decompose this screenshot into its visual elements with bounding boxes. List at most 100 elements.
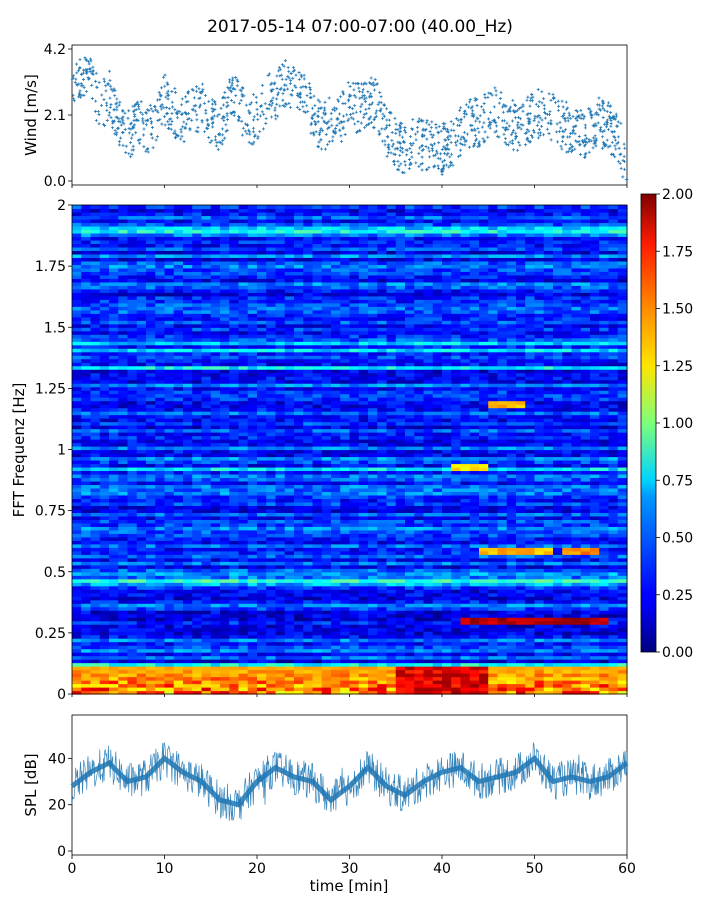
spectrogram-cell (257, 243, 267, 248)
wind-point (138, 141, 142, 145)
spectrogram-cell (257, 456, 267, 461)
spectrogram-cell (155, 411, 166, 416)
spectrogram-cell (238, 407, 249, 412)
spectrogram-cell (257, 641, 267, 646)
spectrogram-cell (210, 425, 221, 430)
spectrogram-cell (201, 494, 212, 499)
spectrogram-cell (90, 575, 101, 580)
spectrogram-cell (118, 362, 129, 367)
spectrogram-cell (210, 351, 221, 356)
spectrogram-cell (146, 232, 156, 238)
spectrogram-cell (99, 400, 110, 405)
spectrogram-cell (192, 358, 203, 363)
spectrogram-cell (81, 515, 92, 520)
spectrogram-cell (90, 330, 101, 335)
spectrogram-cell (210, 501, 221, 506)
spectrogram-cell (164, 676, 175, 681)
spectrogram-cell (192, 239, 203, 245)
wind-point (403, 160, 407, 164)
spectrogram-cell (220, 662, 230, 667)
spectrogram-cell (118, 278, 129, 283)
spectrogram-cell (146, 432, 156, 437)
spectrogram-cell (72, 323, 82, 328)
spectrogram-cell (275, 316, 286, 321)
spectrogram-cell (173, 278, 184, 283)
spectrogram-cell (146, 554, 156, 559)
spectrogram-cell (238, 498, 249, 503)
spectrogram-cell (247, 215, 258, 220)
spectrogram-cell (99, 575, 110, 580)
spectrogram-cell (164, 557, 175, 562)
spectrogram-cell (118, 379, 129, 384)
spectrogram-cell (247, 355, 258, 360)
spectrogram-cell (247, 585, 258, 590)
spectrogram-cell (201, 578, 212, 583)
spectrogram-cell (118, 246, 129, 251)
spectrogram-cell (127, 281, 138, 286)
spectrogram-cell (275, 243, 286, 248)
spectrogram-cell (146, 494, 156, 499)
spectrogram-cell (192, 631, 203, 636)
spectrogram-cell (81, 529, 92, 534)
wind-point (443, 158, 447, 162)
spectrogram-cell (220, 432, 230, 437)
spectrogram-cell (294, 397, 304, 402)
spectrogram-cell (229, 323, 240, 328)
spectrogram-cell (238, 456, 249, 461)
spectrogram-cell (266, 369, 277, 374)
spectrogram-cell (275, 418, 286, 423)
spectrogram-cell (164, 477, 175, 482)
wind-point (589, 109, 593, 113)
spectrogram-cell (155, 673, 166, 678)
spectrogram-cell (136, 575, 147, 580)
spectrogram-cell (266, 299, 277, 304)
spectrogram-cell (294, 348, 304, 353)
spectrogram-cell (183, 225, 193, 231)
spectrogram-cell (136, 596, 147, 601)
spectrogram-cell (164, 355, 175, 360)
spectrogram-cell (173, 680, 184, 685)
spectrogram-cell (201, 501, 212, 506)
spectrogram-cell (146, 449, 156, 454)
spectrogram-cell (238, 466, 249, 472)
spectrogram-cell (294, 554, 304, 559)
spectrogram-cell (155, 466, 166, 472)
spectrogram-cell (266, 292, 277, 297)
spectrogram-cell (210, 327, 221, 332)
spectrogram-cell (99, 243, 110, 248)
spectrogram-cell (136, 589, 147, 594)
spectrogram-cell (90, 205, 101, 210)
spectrogram-cell (127, 456, 138, 461)
spectrogram-cell (173, 473, 184, 479)
spectrogram-cell (210, 390, 221, 395)
spectrogram-cell (109, 512, 119, 517)
spectrogram-cell (99, 355, 110, 360)
spectrogram-cell (192, 236, 203, 241)
spectrogram-cell (155, 407, 166, 412)
spectrogram-cell (294, 376, 304, 381)
spectrogram-cell (72, 383, 82, 388)
spectrogram-cell (90, 536, 101, 541)
spectrogram-cell (164, 320, 175, 325)
spectrogram-cell (136, 557, 147, 562)
spectrogram-cell (294, 620, 304, 625)
spectrogram-cell (238, 253, 249, 258)
spectrogram-cell (257, 299, 267, 304)
spectrogram-cell (127, 250, 138, 255)
spectrogram-cell (247, 578, 258, 583)
spectrogram-cell (118, 421, 129, 426)
spectrogram-cell (90, 432, 101, 437)
spectrogram-cell (201, 603, 212, 608)
spectrogram-cell (118, 634, 129, 639)
spectrogram-cell (127, 540, 138, 545)
spectrogram-cell (81, 592, 92, 597)
spectrogram-cell (229, 330, 240, 335)
spectrogram-cell (192, 669, 203, 674)
spectrogram-cell (266, 414, 277, 419)
spectrogram-cell (127, 666, 138, 671)
spectrogram-cell (136, 320, 147, 325)
spectrogram-cell (284, 320, 295, 325)
spectrogram-cell (257, 225, 267, 231)
spectrogram-cell (275, 407, 286, 412)
spectrogram-cell (146, 473, 156, 479)
